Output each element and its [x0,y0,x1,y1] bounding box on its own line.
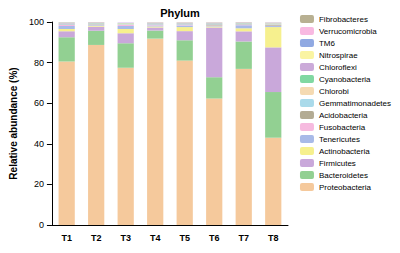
svg-text:T5: T5 [179,233,190,243]
svg-text:100: 100 [29,17,44,27]
svg-text:Chlorobi: Chlorobi [319,87,349,96]
svg-text:T2: T2 [91,233,102,243]
svg-text:Relative abundance (%): Relative abundance (%) [8,67,19,179]
svg-text:T7: T7 [238,233,249,243]
svg-text:Nitrospirae: Nitrospirae [319,51,358,60]
svg-text:Cyanobacteria: Cyanobacteria [319,75,371,84]
svg-text:Tenericutes: Tenericutes [319,135,360,144]
svg-text:Actinobacteria: Actinobacteria [319,147,370,156]
svg-text:Fibrobacteres: Fibrobacteres [319,15,368,24]
svg-text:T8: T8 [268,233,279,243]
svg-text:Firmicutes: Firmicutes [319,159,356,168]
svg-text:T4: T4 [150,233,161,243]
svg-text:T6: T6 [209,233,220,243]
svg-text:20: 20 [34,179,44,189]
svg-text:T1: T1 [61,233,72,243]
svg-text:Gemmatimonadetes: Gemmatimonadetes [319,99,391,108]
svg-text:80: 80 [34,58,44,68]
svg-text:Chloroflexi: Chloroflexi [319,63,357,72]
svg-text:Fusobacteria: Fusobacteria [319,123,366,132]
svg-text:Proteobacteria: Proteobacteria [319,183,372,192]
svg-text:Verrucomicrobia: Verrucomicrobia [319,27,377,36]
svg-text:Phylum: Phylum [160,7,200,19]
svg-text:Bacteroidetes: Bacteroidetes [319,171,368,180]
svg-text:TM6: TM6 [319,39,336,48]
svg-text:T3: T3 [120,233,131,243]
svg-text:0: 0 [39,220,44,230]
svg-text:40: 40 [34,139,44,149]
svg-text:60: 60 [34,98,44,108]
svg-text:Acidobacteria: Acidobacteria [319,111,368,120]
